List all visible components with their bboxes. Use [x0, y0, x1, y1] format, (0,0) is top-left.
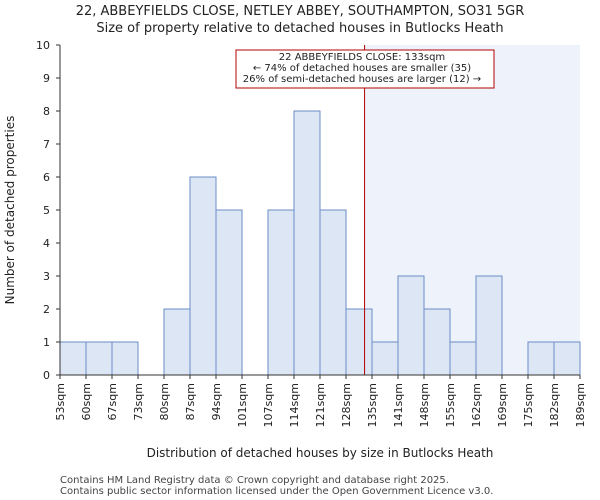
y-ticks: 0 1 2 3 4 5 6 7 8 9 10: [36, 39, 60, 382]
bar-162sqm: [475, 275, 503, 376]
x-ticks: 53sqm 60sqm 67sqm 73sqm 80sqm 87sqm 94sqm 101sq…: [54, 375, 587, 427]
bar-114sqm: [293, 110, 321, 376]
bar-87sqm: [189, 176, 217, 376]
x-tick-label: 128sqm: [340, 383, 353, 427]
bar-60sqm: [85, 341, 113, 376]
x-tick-label: 107sqm: [262, 383, 275, 427]
x-tick-label: 182sqm: [548, 383, 561, 427]
bar-94sqm: [215, 209, 243, 376]
y-tick-label: 4: [43, 237, 50, 250]
y-tick-label: 3: [43, 270, 50, 283]
x-tick-label: 155sqm: [444, 383, 457, 427]
x-tick-label: 162sqm: [470, 383, 483, 427]
y-tick-label: 8: [43, 105, 50, 118]
bar-67sqm: [111, 341, 139, 376]
y-axis-label: Number of detached properties: [3, 116, 17, 305]
y-tick-label: 1: [43, 336, 50, 349]
annotation-line-3: 26% of semi-detached houses are larger (…: [243, 74, 481, 85]
x-tick-label: 121sqm: [314, 383, 327, 427]
x-tick-label: 141sqm: [392, 383, 405, 427]
highlight-region: [364, 45, 580, 375]
x-tick-label: 53sqm: [54, 383, 67, 420]
bar-155sqm: [449, 341, 477, 376]
footer-line-1: Contains HM Land Registry data © Crown c…: [60, 475, 449, 486]
x-tick-label: 73sqm: [132, 383, 145, 420]
x-tick-label: 80sqm: [158, 383, 171, 420]
bar-80sqm: [163, 308, 191, 376]
x-tick-label: 60sqm: [80, 383, 93, 420]
bars-group: [59, 110, 581, 376]
chart-title: 22, ABBEYFIELDS CLOSE, NETLEY ABBEY, SOU…: [76, 4, 525, 19]
x-tick-label: 189sqm: [574, 383, 587, 427]
y-tick-label: 7: [43, 138, 50, 151]
bar-128sqm: [345, 308, 373, 376]
x-tick-label: 148sqm: [418, 383, 431, 427]
y-tick-label: 2: [43, 303, 50, 316]
x-tick-label: 67sqm: [106, 383, 119, 420]
x-tick-label: 169sqm: [496, 383, 509, 427]
bar-107sqm: [267, 209, 295, 376]
x-tick-label: 135sqm: [366, 383, 379, 427]
footer-line-2: Contains public sector information licen…: [60, 486, 493, 497]
y-tick-label: 5: [43, 204, 50, 217]
x-tick-label: 114sqm: [288, 383, 301, 427]
bar-135sqm: [371, 341, 399, 376]
x-tick-label: 175sqm: [522, 383, 535, 427]
bar-148sqm: [423, 308, 451, 376]
x-axis-label: Distribution of detached houses by size …: [147, 446, 494, 460]
annotation-frame: [235, 49, 495, 89]
bar-121sqm: [319, 209, 347, 376]
bar-175sqm: [527, 341, 555, 376]
x-tick-label: 94sqm: [210, 383, 223, 420]
annotation-box: 22 ABBEYFIELDS CLOSE: 133sqm ← 74% of de…: [235, 49, 495, 89]
annotation-line-1: 22 ABBEYFIELDS CLOSE: 133sqm: [279, 52, 445, 63]
bar-53sqm: [59, 341, 87, 376]
y-tick-label: 6: [43, 171, 50, 184]
x-tick-label: 101sqm: [236, 383, 249, 427]
bar-182sqm: [553, 341, 581, 376]
x-tick-label: 87sqm: [184, 383, 197, 420]
annotation-line-2: ← 74% of detached houses are smaller (35…: [253, 63, 471, 74]
chart-subtitle: Size of property relative to detached ho…: [96, 21, 503, 36]
y-tick-label: 9: [43, 72, 50, 85]
y-tick-label: 10: [36, 39, 50, 52]
y-tick-label: 0: [43, 369, 50, 382]
bar-141sqm: [397, 275, 425, 376]
